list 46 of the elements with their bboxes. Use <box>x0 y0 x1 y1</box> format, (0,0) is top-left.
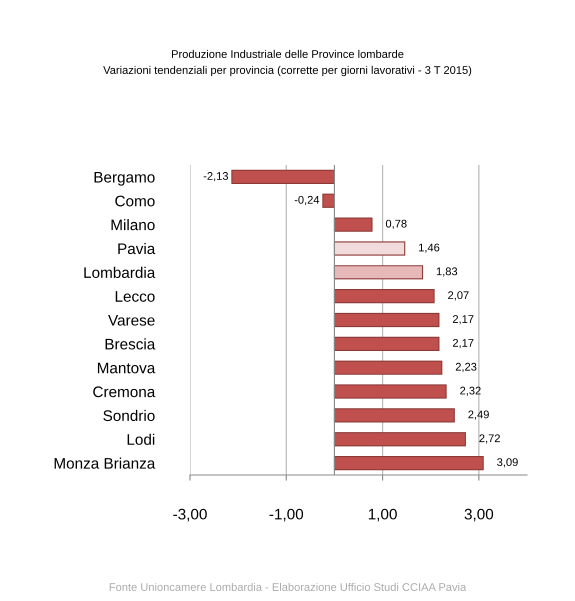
bar <box>334 241 406 256</box>
y-tick-label: Milano <box>112 219 155 230</box>
bar <box>322 194 335 208</box>
x-tick-label: 3,00 <box>464 508 494 522</box>
data-label: 2,17 <box>452 338 474 348</box>
bar <box>334 289 435 304</box>
data-label: 0,78 <box>386 220 407 229</box>
y-tick-label: Mantova <box>98 362 156 374</box>
data-label: 2,49 <box>468 410 489 420</box>
y-tick-label: Bergamo <box>94 172 155 186</box>
y-tick-label: Como <box>115 196 155 206</box>
y-tick-label: Lombardia <box>84 266 156 278</box>
data-label: 2,23 <box>456 362 476 372</box>
data-label: -0,24 <box>294 196 320 206</box>
data-label: -2,13 <box>204 172 228 182</box>
bar <box>334 336 440 351</box>
bar <box>334 408 455 422</box>
y-tick-label: Monza Brianza <box>54 458 156 469</box>
y-tick-label: Lodi <box>128 434 154 445</box>
x-tick-label: -1,00 <box>270 508 304 522</box>
data-label: 2,17 <box>452 315 474 324</box>
y-tick-label: Cremona <box>93 386 156 398</box>
chart-title: Produzione Industriale delle Province lombarde <box>172 50 404 58</box>
data-label: 1,46 <box>419 244 440 253</box>
bar <box>334 265 424 280</box>
bar <box>334 384 447 399</box>
bar <box>334 432 466 446</box>
x-tick-label: 1,00 <box>368 508 397 522</box>
data-label: 2,72 <box>479 434 500 444</box>
bar <box>334 312 440 328</box>
y-tick-label: Sondrio <box>103 410 155 422</box>
data-label: 1,83 <box>436 267 458 277</box>
bar <box>231 170 335 184</box>
y-tick-label: Pavia <box>118 242 156 254</box>
bar <box>334 456 484 470</box>
y-tick-label: Brescia <box>106 338 156 350</box>
data-label: 2,32 <box>460 386 481 396</box>
y-tick-label: Varese <box>108 315 155 326</box>
bar <box>334 360 442 375</box>
y-tick-label: Lecco <box>116 291 155 302</box>
source-note: Fonte Unioncamere Lombardia - Elaborazione Ufficio Studi CCIAA Pavia <box>110 582 466 591</box>
data-label: 3,09 <box>497 458 518 468</box>
x-tick-label: -3,00 <box>173 508 207 522</box>
data-label: 2,07 <box>448 291 469 300</box>
chart-subtitle: Variazioni tendenziali per provincia (corrette per giorni lavorativi - 3 T 2015) <box>103 66 472 76</box>
bar <box>334 218 373 232</box>
